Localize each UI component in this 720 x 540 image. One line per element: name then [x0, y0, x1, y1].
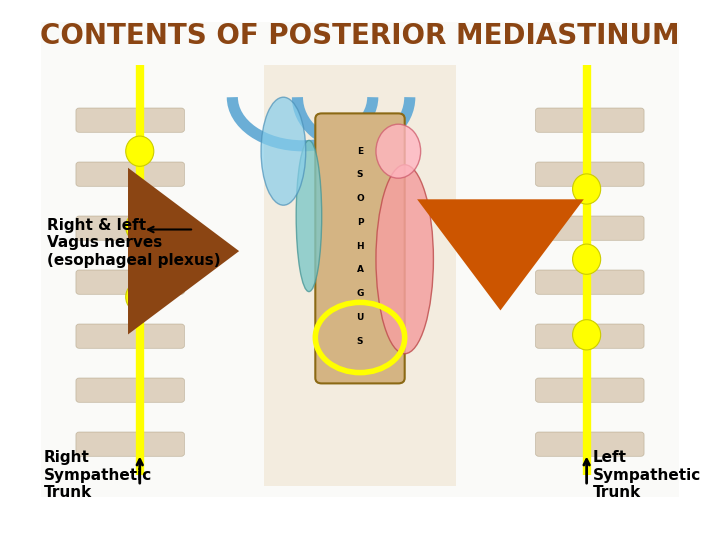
Text: Left
Sympathetic
Trunk: Left Sympathetic Trunk: [593, 450, 701, 500]
Text: E: E: [357, 147, 363, 156]
Text: U: U: [356, 313, 364, 322]
Bar: [264, 65, 456, 486]
Text: S: S: [356, 337, 364, 346]
Ellipse shape: [126, 136, 154, 166]
Ellipse shape: [572, 320, 600, 350]
FancyBboxPatch shape: [536, 324, 644, 348]
FancyBboxPatch shape: [536, 216, 644, 240]
Text: CONTENTS OF POSTERIOR MEDIASTINUM: CONTENTS OF POSTERIOR MEDIASTINUM: [40, 22, 680, 50]
FancyBboxPatch shape: [76, 270, 184, 294]
FancyBboxPatch shape: [536, 108, 644, 132]
FancyBboxPatch shape: [536, 432, 644, 456]
Text: Right
Sympathetic
Trunk: Right Sympathetic Trunk: [44, 450, 152, 500]
Ellipse shape: [126, 212, 154, 242]
Text: A: A: [356, 266, 364, 274]
Ellipse shape: [376, 165, 433, 354]
FancyBboxPatch shape: [76, 378, 184, 402]
Bar: [41, 22, 679, 497]
FancyBboxPatch shape: [76, 162, 184, 186]
Text: G: G: [356, 289, 364, 298]
Text: S: S: [356, 171, 364, 179]
Ellipse shape: [572, 174, 600, 204]
FancyBboxPatch shape: [76, 216, 184, 240]
Text: O: O: [356, 194, 364, 203]
Ellipse shape: [296, 140, 322, 292]
Ellipse shape: [126, 282, 154, 312]
FancyBboxPatch shape: [315, 113, 405, 383]
Text: P: P: [356, 218, 364, 227]
FancyBboxPatch shape: [536, 162, 644, 186]
FancyBboxPatch shape: [76, 324, 184, 348]
Ellipse shape: [572, 244, 600, 274]
Ellipse shape: [261, 97, 306, 205]
Ellipse shape: [376, 124, 420, 178]
FancyBboxPatch shape: [536, 378, 644, 402]
Text: Right & left
Vagus nerves
(esophageal plexus): Right & left Vagus nerves (esophageal pl…: [48, 218, 221, 268]
FancyBboxPatch shape: [536, 270, 644, 294]
Text: H: H: [356, 242, 364, 251]
FancyBboxPatch shape: [76, 432, 184, 456]
FancyBboxPatch shape: [76, 108, 184, 132]
